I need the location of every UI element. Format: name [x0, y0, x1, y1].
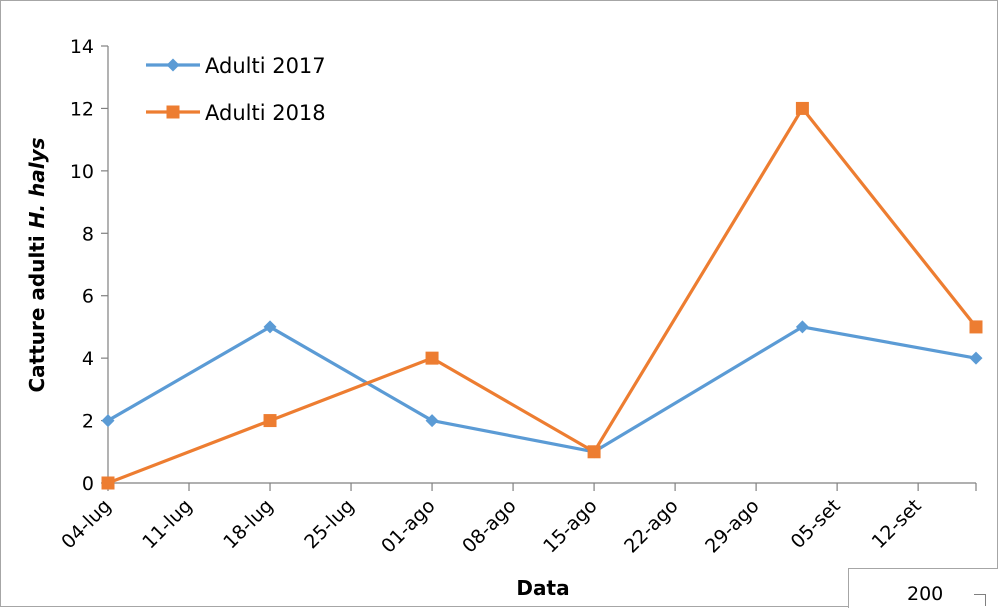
legend: Adulti 2017 Adulti 2018 — [146, 54, 326, 125]
data-point — [101, 476, 115, 490]
x-axis-title: Data — [516, 576, 569, 600]
data-point — [425, 414, 439, 428]
series-line — [107, 325, 977, 454]
data-point — [425, 351, 439, 365]
legend-swatch-marker — [166, 58, 180, 72]
partial-chart-tick-label: 200 — [907, 583, 944, 605]
y-axis-title: Catture adulti H. halys — [25, 137, 49, 392]
partial-adjacent-chart: 200 — [848, 568, 998, 608]
partial-chart-axis-corner — [974, 594, 986, 606]
data-point — [263, 414, 277, 428]
y-tick-label: 4 — [82, 348, 94, 370]
legend-label: Adulti 2017 — [205, 54, 326, 78]
y-tick-label: 2 — [82, 411, 94, 433]
series-line — [107, 106, 978, 485]
data-point — [795, 320, 809, 334]
legend-item: Adulti 2017 — [146, 54, 326, 78]
legend-label: Adulti 2018 — [205, 101, 326, 125]
legend-swatch-marker — [166, 105, 180, 119]
y-tick-label: 8 — [82, 223, 94, 245]
y-tick-label: 12 — [70, 98, 94, 120]
data-point — [795, 101, 809, 115]
series-2 — [101, 101, 983, 490]
y-tick-label: 14 — [70, 36, 94, 58]
y-tick-label: 10 — [70, 161, 94, 183]
data-point — [969, 351, 983, 365]
data-point — [101, 414, 115, 428]
series-layer — [101, 101, 983, 490]
legend-item: Adulti 2018 — [146, 101, 326, 125]
data-point — [263, 320, 277, 334]
y-axis-title-prefix: Catture adulti — [25, 228, 49, 392]
y-tick-label: 0 — [82, 473, 94, 495]
data-point — [969, 320, 983, 334]
data-point — [587, 445, 601, 459]
y-axis-title-italic: H. halys — [25, 137, 49, 228]
y-tick-label: 6 — [82, 286, 94, 308]
